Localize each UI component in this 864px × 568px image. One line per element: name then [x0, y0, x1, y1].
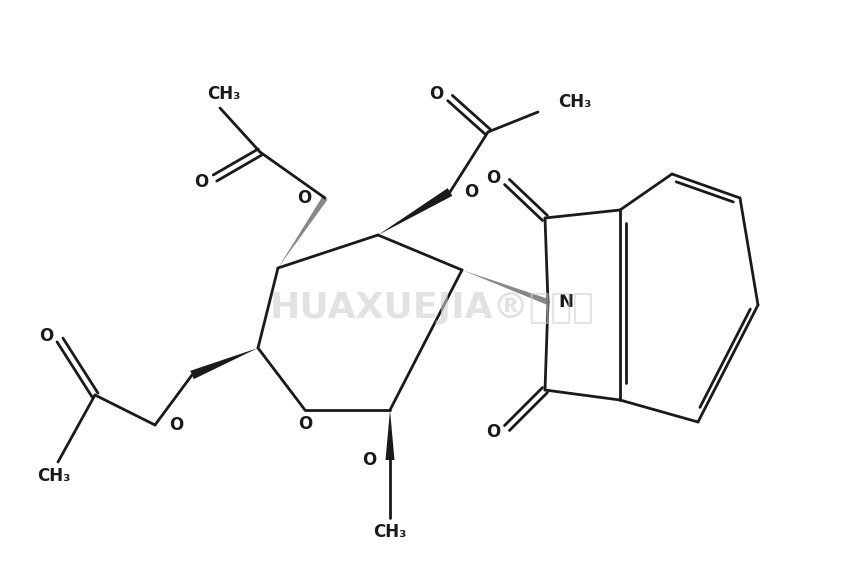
Text: O: O	[296, 189, 311, 207]
Text: CH₃: CH₃	[207, 85, 241, 103]
Polygon shape	[190, 348, 258, 379]
Text: O: O	[194, 173, 208, 191]
Polygon shape	[462, 270, 549, 305]
Text: O: O	[486, 423, 500, 441]
Text: O: O	[39, 327, 53, 345]
Text: O: O	[362, 451, 376, 469]
Text: O: O	[169, 416, 183, 434]
Text: O: O	[298, 415, 312, 433]
Text: CH₃: CH₃	[37, 467, 71, 485]
Text: CH₃: CH₃	[373, 523, 407, 541]
Text: O: O	[429, 85, 443, 103]
Text: HUAXUEJIA®华学加: HUAXUEJIA®华学加	[270, 291, 594, 325]
Polygon shape	[385, 410, 395, 460]
Text: CH₃: CH₃	[558, 93, 591, 111]
Text: O: O	[464, 183, 479, 201]
Text: N: N	[558, 293, 573, 311]
Text: O: O	[486, 169, 500, 187]
Polygon shape	[278, 197, 327, 268]
Polygon shape	[378, 188, 453, 235]
